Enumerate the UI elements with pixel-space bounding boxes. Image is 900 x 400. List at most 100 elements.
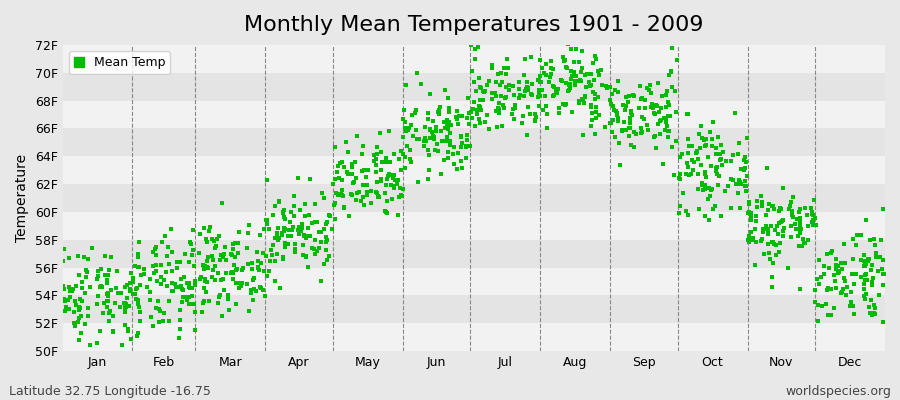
Point — [182, 294, 196, 301]
Point — [422, 126, 436, 132]
Point — [780, 264, 795, 271]
Point — [148, 244, 163, 250]
Point — [713, 157, 727, 163]
Point — [276, 256, 291, 262]
Point — [712, 172, 726, 179]
Point — [829, 256, 843, 262]
Point — [679, 171, 693, 178]
Point — [366, 158, 381, 164]
Point — [651, 121, 665, 127]
Point — [269, 251, 284, 257]
Point — [298, 212, 312, 219]
Point — [241, 308, 256, 314]
Point — [739, 182, 753, 189]
Point — [56, 258, 70, 265]
Point — [310, 218, 325, 225]
Point — [609, 112, 624, 118]
Point — [83, 341, 97, 348]
Point — [664, 84, 679, 90]
Point — [326, 180, 340, 187]
Point — [281, 241, 295, 248]
Point — [183, 239, 197, 246]
Point — [463, 121, 477, 128]
Point — [563, 85, 578, 92]
Point — [305, 245, 320, 251]
Point — [176, 294, 191, 300]
Point — [267, 234, 282, 241]
Point — [491, 99, 506, 106]
Point — [533, 73, 547, 80]
Point — [393, 148, 408, 154]
Point — [339, 169, 354, 175]
Point — [103, 318, 117, 324]
Point — [824, 286, 838, 292]
Point — [624, 141, 638, 148]
Point — [586, 60, 600, 66]
Point — [126, 275, 140, 282]
Point — [786, 194, 800, 201]
Point — [328, 202, 342, 208]
Point — [169, 264, 184, 271]
Point — [229, 301, 243, 308]
Point — [462, 109, 476, 116]
Point — [698, 171, 712, 178]
Point — [257, 226, 272, 232]
Point — [686, 166, 700, 173]
Point — [454, 133, 469, 139]
Point — [659, 92, 673, 98]
Point — [184, 241, 198, 248]
Point — [105, 358, 120, 364]
Point — [515, 120, 529, 126]
Point — [67, 308, 81, 315]
Point — [454, 140, 469, 146]
Point — [864, 297, 878, 304]
Point — [369, 188, 383, 195]
Point — [397, 165, 411, 171]
Point — [588, 90, 602, 97]
Point — [261, 268, 275, 274]
Point — [604, 101, 618, 108]
Point — [124, 336, 139, 342]
Point — [278, 226, 293, 232]
Point — [392, 156, 406, 162]
Point — [854, 274, 868, 280]
Point — [72, 336, 86, 343]
Point — [65, 287, 79, 294]
Point — [366, 152, 381, 158]
Point — [858, 261, 872, 268]
Point — [574, 48, 589, 54]
Point — [122, 280, 137, 286]
Point — [177, 251, 192, 257]
Point — [319, 234, 333, 240]
Point — [535, 65, 549, 71]
Point — [411, 179, 426, 185]
Point — [603, 97, 617, 103]
Point — [145, 249, 159, 256]
Point — [72, 306, 86, 313]
Point — [417, 138, 431, 144]
Point — [558, 102, 572, 108]
Point — [796, 240, 811, 246]
Point — [776, 233, 790, 240]
Point — [573, 78, 588, 84]
Point — [393, 167, 408, 174]
Point — [354, 198, 368, 205]
Point — [759, 223, 773, 229]
Point — [170, 259, 184, 266]
Point — [320, 257, 335, 264]
Point — [337, 192, 351, 199]
Point — [718, 188, 733, 194]
Point — [661, 134, 675, 140]
Point — [645, 100, 660, 107]
Point — [166, 288, 181, 294]
Point — [265, 252, 279, 258]
Point — [173, 317, 187, 324]
Point — [440, 120, 454, 127]
Point — [763, 256, 778, 263]
Point — [792, 209, 806, 216]
Point — [198, 276, 212, 282]
Point — [68, 323, 82, 329]
Point — [484, 65, 499, 71]
Point — [872, 291, 886, 298]
Point — [450, 166, 464, 173]
